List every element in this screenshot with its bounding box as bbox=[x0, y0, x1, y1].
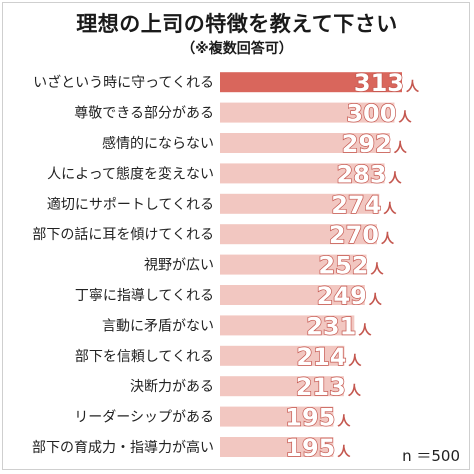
category-label: 人によって態度を変えない bbox=[47, 165, 214, 182]
value-label: 270 bbox=[329, 221, 379, 249]
value-label: 195 bbox=[285, 434, 335, 462]
unit-label: 人 bbox=[394, 140, 408, 156]
chart-title: 理想の上司の特徴を教えて下さい bbox=[76, 12, 398, 36]
bar bbox=[220, 254, 367, 275]
bar bbox=[220, 133, 390, 153]
category-label: 視野が広い bbox=[144, 258, 214, 274]
category-label: 部下の育成力・指導力が高い bbox=[32, 439, 214, 456]
bar bbox=[220, 437, 334, 457]
unit-label: 人 bbox=[337, 414, 351, 430]
value-label: 274 bbox=[331, 191, 381, 219]
bar bbox=[220, 102, 395, 123]
unit-label: 人 bbox=[371, 262, 385, 278]
category-label: 適切にサポートしてくれる bbox=[47, 196, 214, 213]
bar bbox=[220, 406, 334, 427]
category-label: 部下を信頼してくれる bbox=[75, 349, 214, 365]
value-label: 283 bbox=[336, 160, 386, 188]
value-label: 214 bbox=[296, 343, 346, 371]
category-label: 部下の話に耳を傾けてくれる bbox=[32, 226, 214, 243]
unit-label: 人 bbox=[406, 79, 420, 95]
value-label: 313 bbox=[354, 69, 404, 97]
bar bbox=[220, 163, 385, 184]
bar bbox=[220, 285, 365, 305]
chart-subtitle: （※複数回答可） bbox=[181, 41, 293, 57]
value-label: 195 bbox=[285, 404, 335, 432]
value-label: 213 bbox=[296, 373, 346, 401]
unit-label: 人 bbox=[337, 444, 351, 460]
category-label: 決断力がある bbox=[130, 379, 214, 395]
unit-label: 人 bbox=[398, 110, 412, 126]
unit-label: 人 bbox=[358, 322, 372, 338]
category-label: 丁寧に指導してくれる bbox=[75, 287, 214, 304]
bar bbox=[220, 193, 380, 214]
bar bbox=[220, 315, 355, 336]
unit-label: 人 bbox=[381, 231, 395, 247]
value-label: 300 bbox=[346, 100, 396, 128]
category-label: リーダーシップがある bbox=[74, 410, 214, 426]
bar bbox=[220, 345, 345, 366]
bar bbox=[220, 376, 344, 397]
sample-size-note: n ＝500 bbox=[402, 447, 460, 465]
unit-label: 人 bbox=[383, 201, 397, 217]
unit-label: 人 bbox=[348, 353, 362, 369]
category-label: 感情的にならない bbox=[102, 135, 214, 152]
category-label: 尊敬できる部分がある bbox=[74, 105, 214, 122]
bar bbox=[220, 72, 402, 93]
unit-label: 人 bbox=[348, 383, 362, 399]
value-label: 252 bbox=[318, 252, 368, 280]
unit-label: 人 bbox=[389, 170, 403, 186]
value-label: 292 bbox=[342, 130, 392, 158]
category-label: 言動に矛盾がない bbox=[102, 318, 214, 334]
value-label: 249 bbox=[317, 282, 367, 310]
category-label: いざという時に守ってくれる bbox=[33, 74, 214, 91]
value-label: 231 bbox=[306, 312, 356, 340]
bar bbox=[220, 224, 377, 245]
unit-label: 人 bbox=[369, 292, 383, 308]
